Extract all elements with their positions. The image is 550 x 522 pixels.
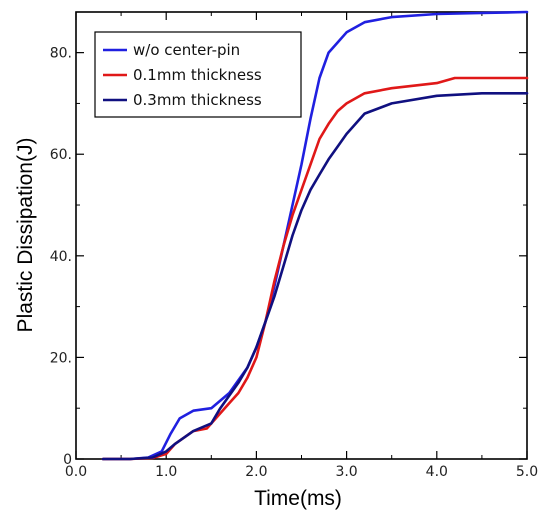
y-tick-label: 0	[63, 452, 72, 468]
x-axis-label: Time(ms)	[254, 487, 342, 510]
x-tick-label: 0.0	[65, 464, 87, 480]
y-tick-label: 60.	[50, 147, 72, 163]
legend: w/o center-pin 0.1mm thickness 0.3mm thick…	[94, 31, 302, 118]
x-tick-label: 2.0	[245, 464, 267, 480]
x-axis: 0.0 1.0 2.0 3.0 4.0 5.0	[65, 12, 538, 480]
legend-box	[94, 31, 302, 118]
y-tick-label: 80.	[50, 46, 72, 62]
y-tick-label: 40.	[50, 249, 72, 265]
x-tick-label: 3.0	[335, 464, 357, 480]
legend-label: w/o center-pin	[133, 41, 240, 59]
series-line-0-3mm-thickness	[101, 92, 529, 461]
x-tick-label: 1.0	[155, 464, 177, 480]
x-tick-label: 4.0	[426, 464, 448, 480]
x-tick-label: 5.0	[516, 464, 538, 480]
y-axis-label: Plastic Dissipation(J)	[14, 138, 37, 333]
y-tick-label: 20.	[50, 350, 72, 366]
series-line-0-1mm-thickness	[101, 76, 529, 461]
legend-label: 0.1mm thickness	[133, 66, 262, 84]
series-lines	[101, 10, 529, 461]
y-axis: 0 20. 40. 60. 80.	[50, 46, 527, 468]
legend-label: 0.3mm thickness	[133, 91, 262, 109]
